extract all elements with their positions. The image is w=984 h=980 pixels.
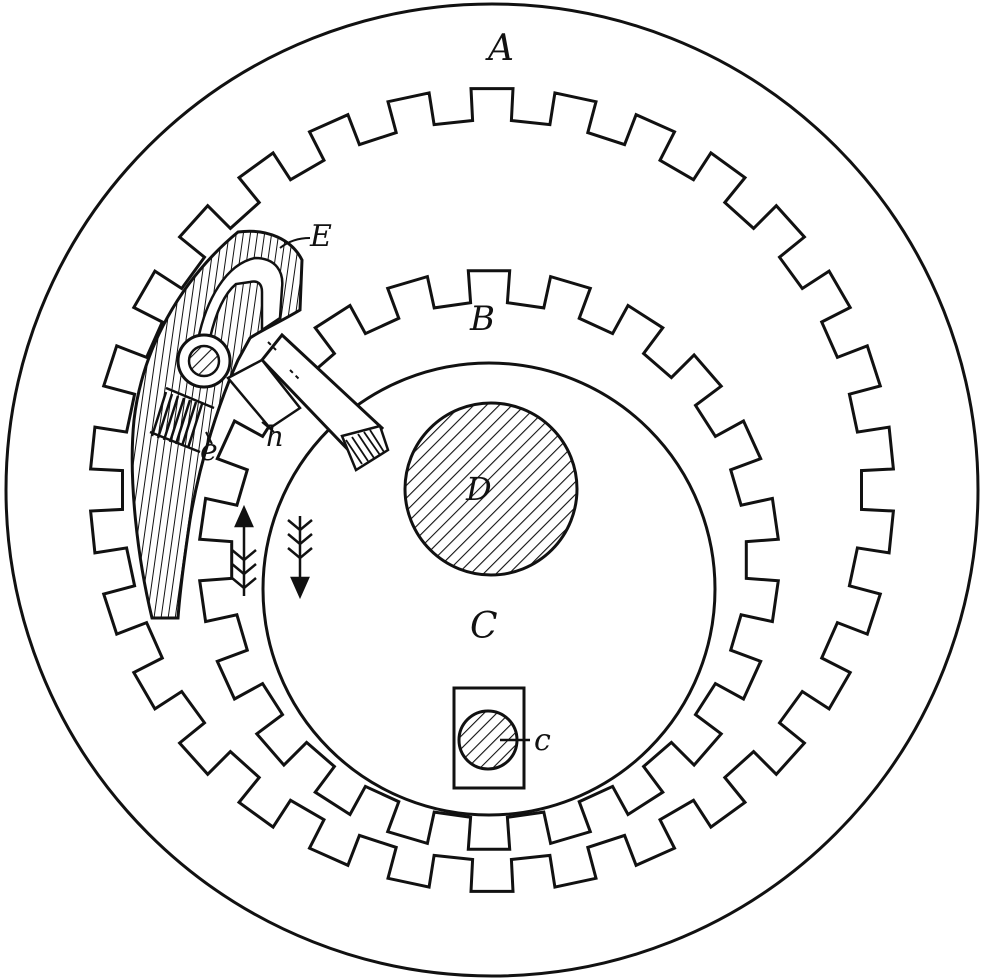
pivot: [176, 333, 232, 389]
inner-gear: [197, 269, 781, 851]
shaft: [403, 401, 579, 577]
pin-block: [452, 686, 530, 790]
label-h: h: [266, 420, 284, 453]
label-C: C: [470, 606, 498, 647]
label-e: e: [200, 433, 218, 468]
arrow-up-icon: [231, 504, 257, 596]
label-A: A: [485, 28, 514, 69]
label-E: E: [309, 219, 332, 254]
outer-gear: [88, 87, 896, 893]
plunger: [226, 332, 390, 472]
hub-disc: [261, 361, 717, 817]
label-c: c: [534, 723, 551, 758]
label-B: B: [469, 299, 495, 339]
pawl-arm: [130, 229, 304, 620]
label-D: D: [465, 470, 492, 508]
spring: [149, 386, 215, 454]
arrow-down-icon: [287, 516, 313, 600]
